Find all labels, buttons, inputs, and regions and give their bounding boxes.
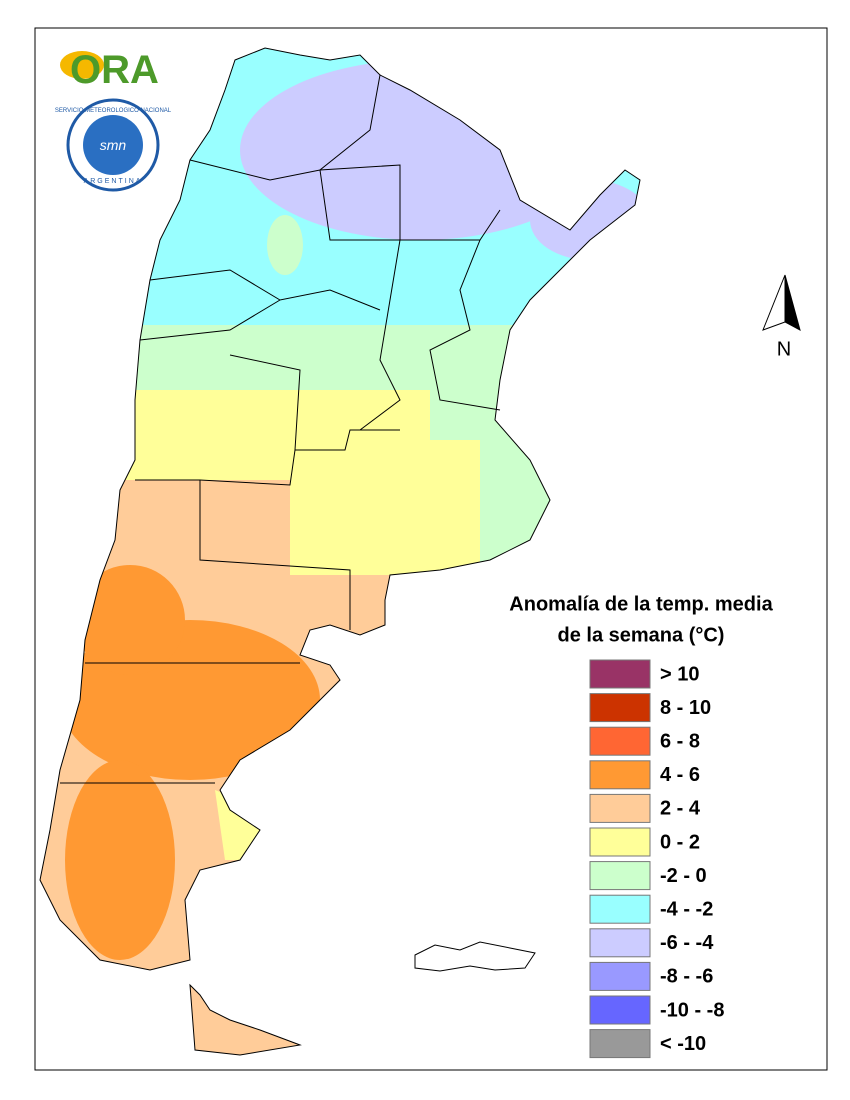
smn-ring-top: SERVICIO METEOROLOGICO NACIONAL [55, 108, 172, 114]
province-border [359, 239, 401, 431]
province-border [189, 159, 401, 240]
province-border [139, 299, 281, 341]
north-arrow: N [762, 274, 801, 360]
legend-label: 4 - 6 [660, 764, 700, 786]
legend-swatch [589, 995, 651, 1025]
smn-center: smn [100, 137, 127, 153]
province-border [429, 239, 501, 411]
legend-swatch [589, 861, 651, 891]
legend-label: 2 - 4 [660, 798, 701, 820]
legend-label: 6 - 8 [660, 730, 700, 752]
legend-swatch [589, 1029, 651, 1059]
anomaly-map [40, 48, 640, 1055]
zone [180, 980, 320, 1055]
legend-label: < -10 [660, 1033, 706, 1055]
logo-ora: ORA [70, 48, 159, 92]
legend-label: 8 - 10 [660, 697, 711, 719]
zone [40, 325, 640, 395]
legend-title: Anomalía de la temp. media [509, 593, 773, 615]
legend-label: -2 - 0 [660, 865, 707, 887]
arrow-left [762, 274, 786, 331]
province-border [199, 480, 351, 630]
smn-logo: SERVICIO METEOROLOGICO NACIONAL ARGENTIN… [55, 98, 172, 192]
legend-label: -10 - -8 [660, 999, 724, 1021]
zone [65, 760, 175, 960]
smn-center-disc [83, 115, 143, 175]
zone [280, 440, 480, 580]
legend-title: de la semana (°C) [558, 624, 725, 646]
legend-label: > 10 [660, 663, 699, 685]
legend-label: -6 - -4 [660, 932, 714, 954]
legend-swatch [589, 726, 651, 756]
legend-label: -8 - -6 [660, 966, 713, 988]
legend-swatch [589, 894, 651, 924]
legend-label: 0 - 2 [660, 831, 700, 853]
ora-logo: ORA [60, 48, 159, 92]
zone [215, 790, 260, 860]
legend-label: -4 - -2 [660, 898, 713, 920]
borders [39, 47, 641, 1056]
zone [267, 215, 303, 275]
zone [75, 565, 185, 675]
legend-swatch [589, 793, 651, 823]
legend-swatch [589, 928, 651, 958]
smn-ring-bottom: ARGENTINA [84, 178, 143, 185]
arrow-right [784, 274, 801, 331]
frame [34, 27, 828, 1071]
legend: Anomalía de la temp. media de la semana … [509, 593, 774, 1059]
zone [240, 60, 600, 240]
tierra-del-fuego [189, 983, 302, 1056]
province-border [229, 354, 301, 451]
zone [40, 480, 290, 580]
legend-swatch [589, 760, 651, 790]
legend-swatch [589, 659, 651, 689]
falkland-islands [414, 941, 536, 972]
legend-swatch [589, 693, 651, 723]
logo-sun [60, 51, 104, 79]
legend-swatch [589, 827, 651, 857]
legend-swatch [589, 961, 651, 991]
island [414, 941, 536, 972]
north-label: N [777, 338, 791, 360]
country-outline [39, 47, 641, 971]
zone [530, 180, 640, 260]
